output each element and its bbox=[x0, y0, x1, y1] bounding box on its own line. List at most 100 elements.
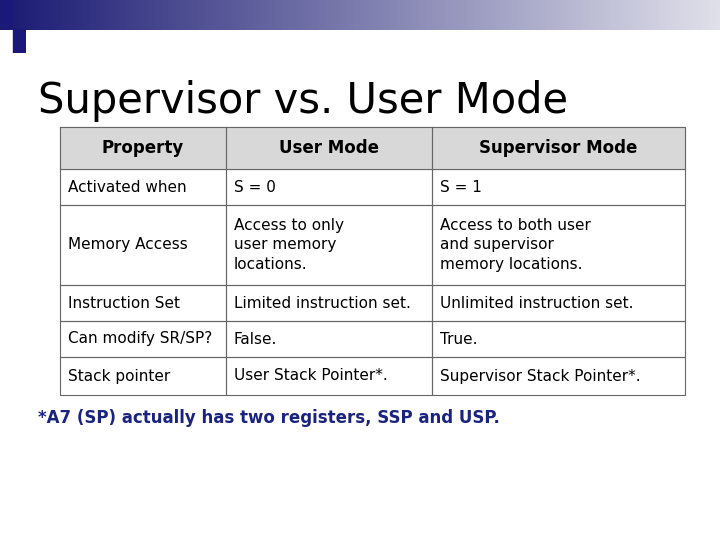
Bar bbox=[531, 0, 533, 30]
Bar bbox=[711, 0, 713, 30]
Bar bbox=[329, 0, 331, 30]
Bar bbox=[367, 0, 369, 30]
Bar bbox=[233, 0, 235, 30]
Bar bbox=[432, 127, 685, 169]
Bar bbox=[300, 0, 302, 30]
Bar bbox=[432, 0, 434, 30]
Bar bbox=[60, 0, 63, 30]
Bar bbox=[74, 0, 77, 30]
Bar bbox=[333, 0, 336, 30]
Bar bbox=[475, 0, 477, 30]
Bar bbox=[451, 0, 454, 30]
Bar bbox=[225, 357, 432, 395]
Bar bbox=[540, 0, 542, 30]
Bar bbox=[562, 0, 564, 30]
Bar bbox=[607, 0, 610, 30]
Bar bbox=[139, 0, 142, 30]
Bar bbox=[204, 0, 207, 30]
Bar bbox=[216, 0, 218, 30]
Bar bbox=[497, 0, 499, 30]
Bar bbox=[331, 0, 333, 30]
Text: *A7 (SP) actually has two registers, SSP and USP.: *A7 (SP) actually has two registers, SSP… bbox=[38, 409, 500, 427]
Bar bbox=[7, 0, 9, 30]
Bar bbox=[192, 0, 194, 30]
Bar bbox=[86, 0, 89, 30]
Bar bbox=[243, 0, 245, 30]
Text: Instruction Set: Instruction Set bbox=[68, 295, 180, 310]
Bar bbox=[684, 0, 686, 30]
Bar bbox=[708, 0, 711, 30]
Bar bbox=[432, 357, 685, 395]
Bar bbox=[495, 0, 497, 30]
Bar bbox=[319, 0, 322, 30]
Bar bbox=[677, 0, 679, 30]
Bar bbox=[396, 0, 398, 30]
Bar bbox=[583, 0, 585, 30]
Bar bbox=[113, 0, 115, 30]
Bar bbox=[322, 0, 324, 30]
Bar bbox=[598, 0, 600, 30]
Bar bbox=[459, 0, 461, 30]
Text: False.: False. bbox=[233, 332, 277, 347]
Bar bbox=[36, 0, 38, 30]
Bar bbox=[439, 0, 441, 30]
Bar bbox=[516, 0, 518, 30]
Bar bbox=[408, 0, 410, 30]
Bar bbox=[348, 0, 351, 30]
Bar bbox=[67, 0, 70, 30]
Bar bbox=[19, 0, 22, 30]
Bar bbox=[701, 0, 703, 30]
Bar bbox=[81, 0, 84, 30]
Bar bbox=[427, 0, 430, 30]
Bar bbox=[41, 0, 43, 30]
Bar bbox=[269, 0, 271, 30]
Bar bbox=[207, 0, 209, 30]
Bar bbox=[554, 0, 557, 30]
Bar bbox=[590, 0, 593, 30]
Bar bbox=[432, 285, 685, 321]
Bar bbox=[55, 0, 58, 30]
Bar bbox=[29, 0, 31, 30]
Bar bbox=[549, 0, 552, 30]
Bar bbox=[17, 0, 19, 30]
Bar bbox=[117, 0, 120, 30]
Bar bbox=[655, 0, 657, 30]
Bar bbox=[418, 0, 420, 30]
Bar bbox=[223, 0, 225, 30]
Bar bbox=[689, 0, 691, 30]
Bar bbox=[225, 205, 432, 285]
Bar bbox=[653, 0, 655, 30]
Bar bbox=[125, 0, 127, 30]
Bar bbox=[384, 0, 387, 30]
Bar bbox=[252, 0, 254, 30]
Bar bbox=[706, 0, 708, 30]
Bar bbox=[603, 0, 605, 30]
Bar bbox=[578, 0, 581, 30]
Bar bbox=[487, 0, 490, 30]
Bar bbox=[146, 0, 149, 30]
Bar bbox=[686, 0, 689, 30]
Bar bbox=[365, 0, 367, 30]
Bar bbox=[391, 0, 394, 30]
Bar bbox=[502, 0, 504, 30]
Bar bbox=[675, 0, 677, 30]
Text: User Stack Pointer*.: User Stack Pointer*. bbox=[233, 368, 387, 383]
Bar bbox=[264, 0, 266, 30]
Bar bbox=[12, 0, 14, 30]
Bar bbox=[149, 0, 151, 30]
Bar bbox=[528, 0, 531, 30]
Bar bbox=[60, 205, 225, 285]
Bar bbox=[523, 0, 526, 30]
Bar bbox=[506, 0, 509, 30]
Bar bbox=[614, 0, 617, 30]
Bar bbox=[60, 169, 225, 205]
Bar bbox=[48, 0, 50, 30]
Bar bbox=[317, 0, 319, 30]
Bar bbox=[178, 0, 180, 30]
Bar bbox=[468, 0, 470, 30]
Bar bbox=[135, 0, 137, 30]
Bar bbox=[423, 0, 425, 30]
Text: Unlimited instruction set.: Unlimited instruction set. bbox=[440, 295, 634, 310]
Bar bbox=[166, 0, 168, 30]
Bar bbox=[665, 0, 667, 30]
